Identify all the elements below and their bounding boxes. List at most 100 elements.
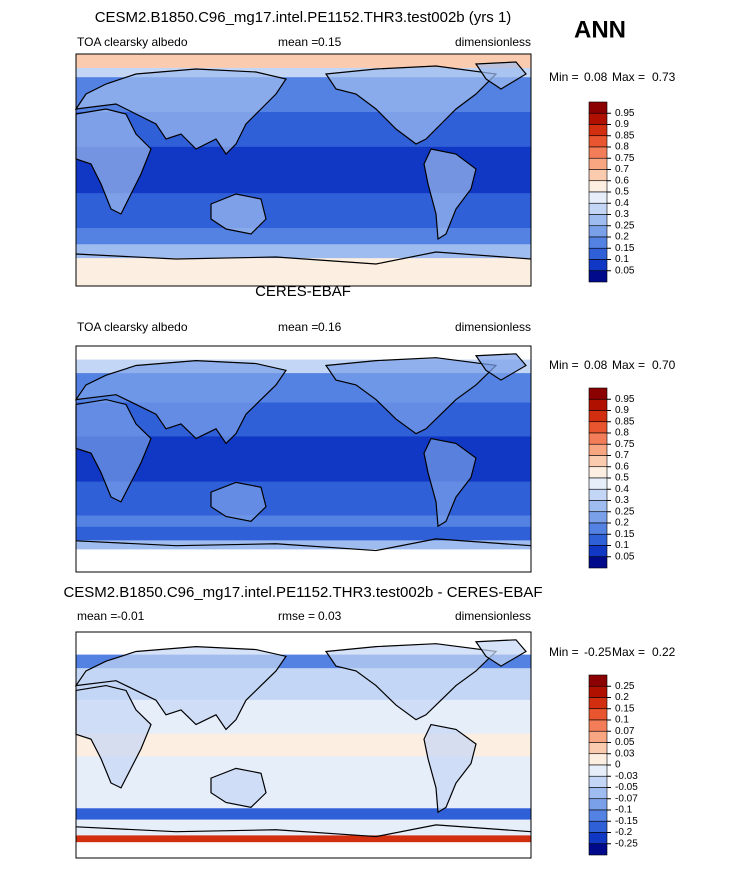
map-band bbox=[76, 819, 531, 836]
min-value: -0.25 bbox=[584, 645, 612, 659]
map bbox=[75, 631, 532, 859]
colorbar-label: 0.75 bbox=[615, 439, 635, 450]
map-band bbox=[76, 699, 531, 735]
map-band bbox=[76, 54, 531, 69]
colorbar-label: 0 bbox=[615, 760, 621, 771]
colorbar-label: 0.07 bbox=[615, 726, 635, 737]
colorbar-label: -0.1 bbox=[615, 805, 633, 816]
colorbar-label: 0.5 bbox=[615, 187, 629, 198]
min-label: Min = bbox=[549, 70, 579, 84]
colorbar-box bbox=[588, 270, 608, 283]
colorbar-box bbox=[588, 809, 608, 822]
panel-title: CESM2.B1850.C96_mg17.intel.PE1152.THR3.t… bbox=[63, 584, 542, 601]
colorbar-box bbox=[588, 511, 608, 524]
colorbar-label: 0.7 bbox=[615, 164, 629, 175]
colorbar-box bbox=[588, 146, 608, 159]
map-band bbox=[76, 244, 531, 259]
colorbar-label: 0.7 bbox=[615, 450, 629, 461]
colorbar-box bbox=[588, 522, 608, 535]
colorbar-box bbox=[588, 410, 608, 423]
map-band bbox=[76, 842, 531, 859]
colorbar-label: 0.5 bbox=[615, 473, 629, 484]
colorbar-label: 0.95 bbox=[615, 108, 635, 119]
colorbar-label: 0.15 bbox=[615, 529, 635, 540]
stat-value: 0.03 bbox=[318, 609, 342, 623]
colorbar-box bbox=[588, 421, 608, 434]
colorbar-box bbox=[588, 832, 608, 845]
panel-field: TOA clearsky albedo bbox=[77, 35, 188, 49]
stat-label: rmse = bbox=[278, 609, 315, 623]
colorbar-label: 0.25 bbox=[615, 681, 635, 692]
colorbar-box bbox=[588, 455, 608, 468]
colorbar-box bbox=[588, 387, 608, 400]
colorbar-box bbox=[588, 764, 608, 777]
colorbar-label: 0.6 bbox=[615, 461, 629, 472]
season-label: ANN bbox=[574, 16, 626, 43]
colorbar-label: 0.05 bbox=[615, 551, 635, 562]
colorbar-label: 0.6 bbox=[615, 175, 629, 186]
colorbar-label: 0.3 bbox=[615, 209, 629, 220]
max-label: Max = bbox=[612, 645, 645, 659]
colorbar-label: 0.2 bbox=[615, 518, 629, 529]
max-value: 0.70 bbox=[652, 358, 676, 372]
colorbar-label: 0.75 bbox=[615, 153, 635, 164]
colorbar-label: 0.8 bbox=[615, 428, 629, 439]
map-band bbox=[76, 526, 531, 541]
map-band bbox=[76, 835, 531, 843]
colorbar-box bbox=[588, 398, 608, 411]
colorbar-label: -0.25 bbox=[615, 838, 638, 849]
colorbar-label: -0.03 bbox=[615, 771, 638, 782]
panel-title: CESM2.B1850.C96_mg17.intel.PE1152.THR3.t… bbox=[95, 9, 512, 26]
colorbar-label: -0.2 bbox=[615, 827, 633, 838]
map-band bbox=[76, 67, 531, 78]
stat-value: 0.16 bbox=[318, 320, 342, 334]
stat-label: mean = bbox=[77, 609, 117, 623]
panel-field: dimensionless bbox=[455, 35, 531, 49]
colorbar-box bbox=[588, 556, 608, 569]
map-band bbox=[76, 346, 531, 361]
colorbar-box bbox=[588, 775, 608, 788]
panel-field: dimensionless bbox=[455, 320, 531, 334]
colorbar-box bbox=[588, 488, 608, 501]
colorbar-label: 0.85 bbox=[615, 416, 635, 427]
colorbar-box bbox=[588, 225, 608, 238]
colorbar-box bbox=[588, 135, 608, 148]
colorbar-label: 0.9 bbox=[615, 405, 629, 416]
colorbar-box bbox=[588, 820, 608, 833]
colorbar-box bbox=[588, 798, 608, 811]
colorbar-box bbox=[588, 753, 608, 766]
colorbar-label: 0.4 bbox=[615, 484, 629, 495]
stat-value: 0.15 bbox=[318, 35, 342, 49]
colorbar-label: -0.07 bbox=[615, 793, 638, 804]
colorbar-box bbox=[588, 202, 608, 215]
stat-label: mean = bbox=[278, 320, 318, 334]
colorbar-box bbox=[588, 719, 608, 732]
colorbar-box bbox=[588, 169, 608, 182]
panel-field: TOA clearsky albedo bbox=[77, 320, 188, 334]
panel-title: CERES-EBAF bbox=[255, 283, 351, 300]
colorbar-box bbox=[588, 247, 608, 260]
map-band bbox=[76, 258, 531, 287]
stat-label: mean = bbox=[278, 35, 318, 49]
colorbar-box bbox=[588, 180, 608, 193]
map-band bbox=[76, 549, 531, 573]
colorbar-label: 0.05 bbox=[615, 737, 635, 748]
colorbar-box bbox=[588, 101, 608, 114]
map-band bbox=[76, 808, 531, 821]
colorbar-box bbox=[588, 730, 608, 743]
colorbar-label: 0.25 bbox=[615, 506, 635, 517]
colorbar-box bbox=[588, 124, 608, 137]
colorbar-box bbox=[588, 787, 608, 800]
colorbar-label: 0.85 bbox=[615, 130, 635, 141]
colorbar-label: 0.8 bbox=[615, 142, 629, 153]
map-band bbox=[76, 515, 531, 528]
map-band bbox=[76, 228, 531, 245]
min-label: Min = bbox=[549, 645, 579, 659]
min-label: Min = bbox=[549, 358, 579, 372]
colorbar-label: 0.2 bbox=[615, 232, 629, 243]
colorbar-label: -0.15 bbox=[615, 816, 638, 827]
min-value: 0.08 bbox=[584, 358, 608, 372]
colorbar-label: 0.2 bbox=[615, 692, 629, 703]
max-value: 0.22 bbox=[652, 645, 676, 659]
